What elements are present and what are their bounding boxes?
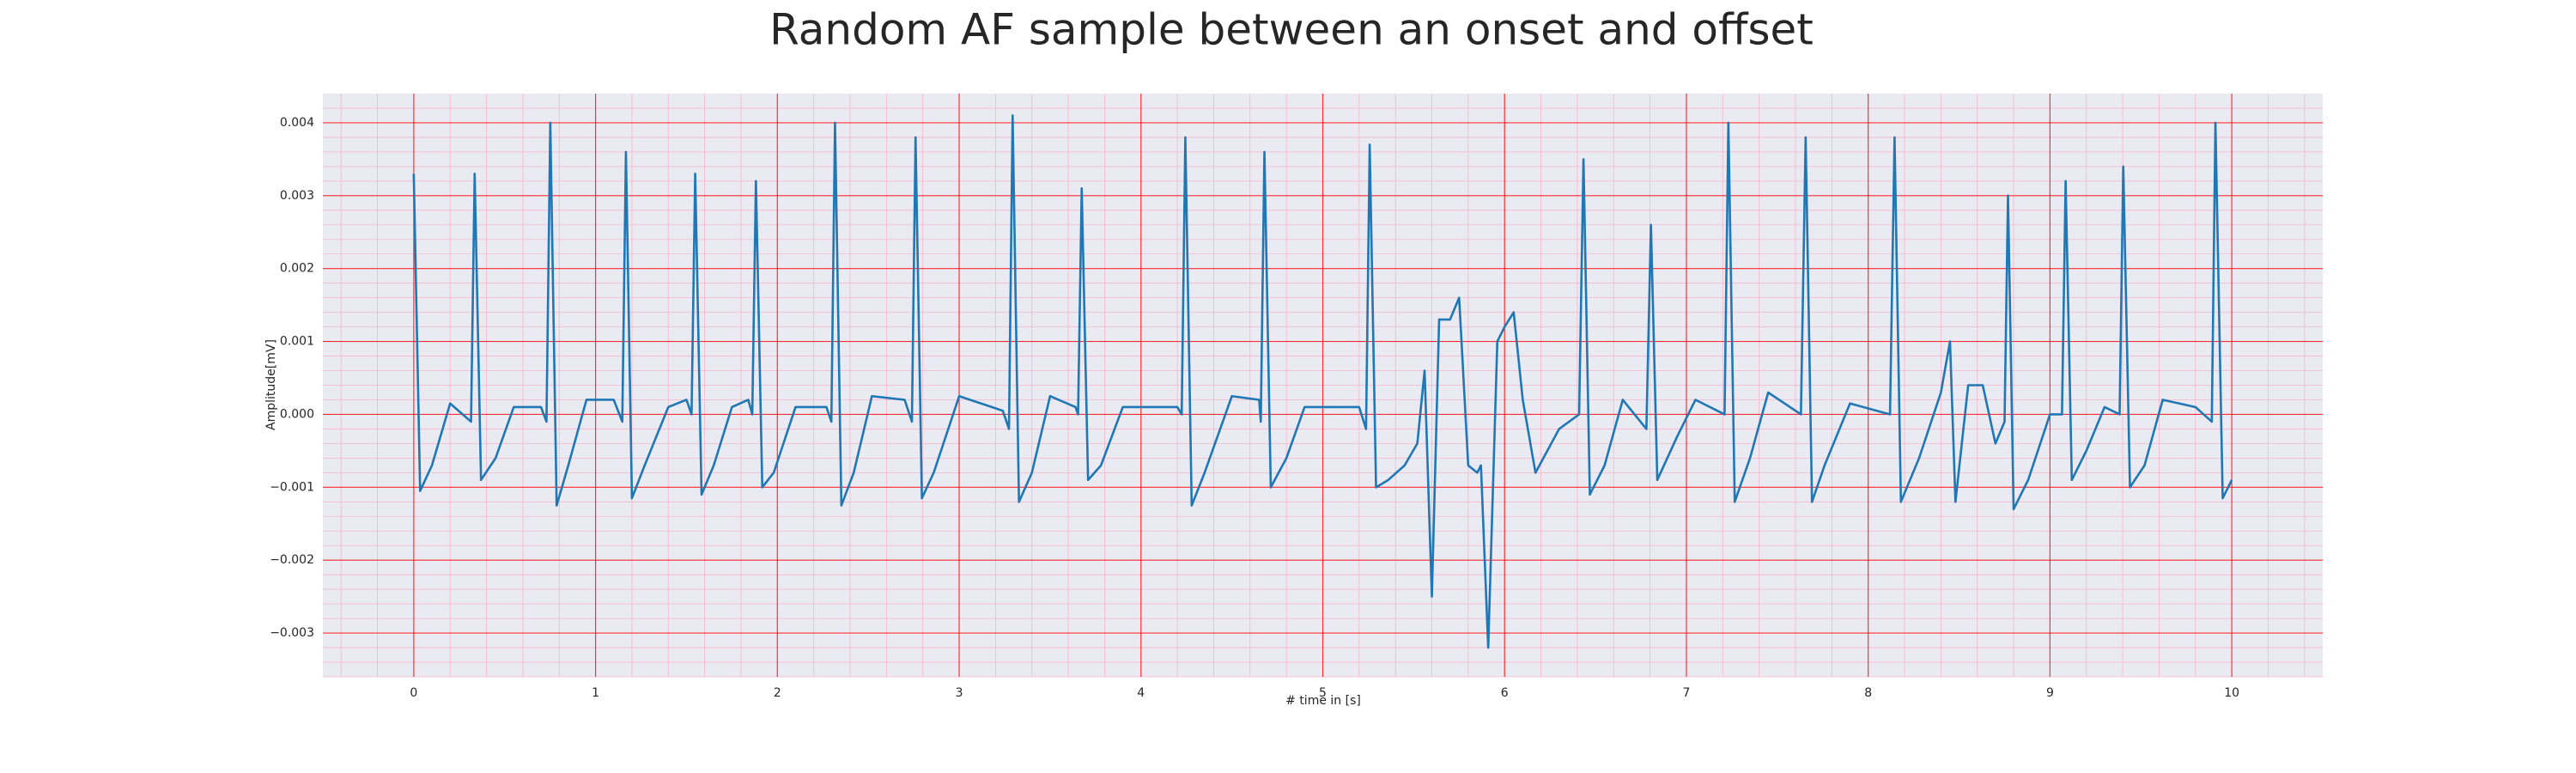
- ecg-line: [412, 114, 2233, 649]
- y-tick-label: 0.002: [280, 262, 314, 276]
- x-tick-label: 0: [410, 686, 417, 700]
- x-axis-label: # time in [s]: [1285, 694, 1361, 708]
- y-tick-label: 0.004: [280, 116, 314, 130]
- y-tick-label: −0.003: [270, 626, 314, 640]
- chart-title: Random AF sample between an onset and of…: [769, 5, 1814, 55]
- y-tick-label: −0.001: [270, 480, 314, 494]
- y-tick-label: 0.001: [280, 335, 314, 349]
- y-tick-label: 0.003: [280, 189, 314, 203]
- x-tick-label: 1: [592, 686, 599, 700]
- x-tick-label: 5: [1319, 686, 1327, 700]
- x-tick-label: 6: [1501, 686, 1509, 700]
- y-tick-label: 0.000: [280, 407, 314, 421]
- grid: [323, 94, 2323, 678]
- y-tick-label: −0.002: [270, 553, 314, 567]
- x-tick-label: 4: [1137, 686, 1145, 700]
- x-tick-label: 10: [2224, 686, 2239, 700]
- x-tick-label: 9: [2046, 686, 2054, 700]
- x-tick-label: 7: [1682, 686, 1690, 700]
- x-tick-label: 3: [956, 686, 963, 700]
- y-axis-label: Amplitude[mV]: [264, 339, 278, 430]
- x-tick-label: 8: [1864, 686, 1872, 700]
- x-tick-label: 2: [774, 686, 781, 700]
